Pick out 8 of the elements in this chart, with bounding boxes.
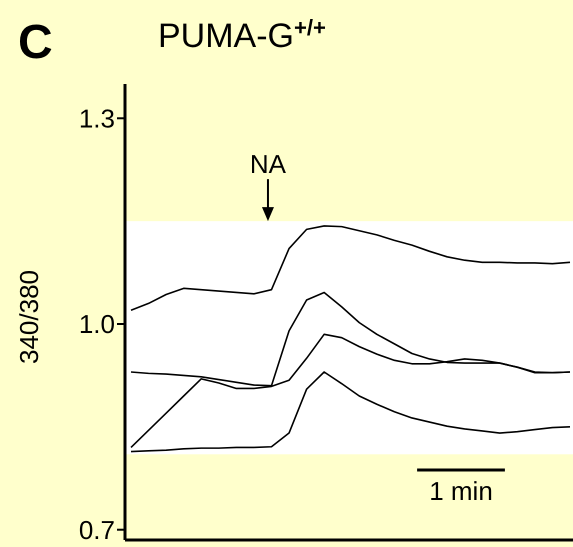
text: C [18,16,53,69]
y-axis-title: 340/380 [14,270,44,364]
y-tick-label: 0.7 [78,514,115,545]
y-tick-label: 1.0 [78,309,115,340]
annotation: 1 min [429,476,493,506]
y-tick-label: 1.3 [78,103,115,134]
chart-title: PUMA-G$^{+/+}$ [158,14,326,55]
annotation: NA [250,149,287,180]
